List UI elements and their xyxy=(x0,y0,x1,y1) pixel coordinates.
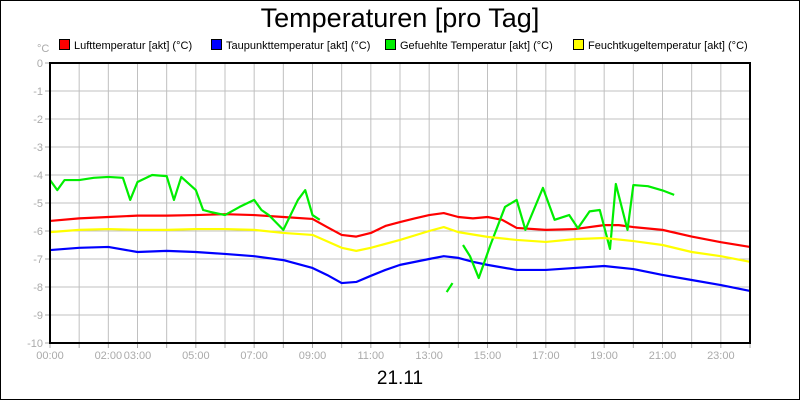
x-tick-label: 13:00 xyxy=(415,350,443,362)
y-tick-label: -5 xyxy=(33,198,43,210)
x-tick-label: 00:00 xyxy=(36,350,64,362)
series-line-1 xyxy=(49,245,751,292)
x-tick-label: 19:00 xyxy=(590,350,618,362)
plot-border xyxy=(49,62,751,344)
x-tick-label: 07:00 xyxy=(240,350,268,362)
y-tick-label: -2 xyxy=(33,114,43,126)
y-tick-label: -7 xyxy=(33,254,43,266)
y-tick-label: -8 xyxy=(33,282,43,294)
y-tick-label: -4 xyxy=(33,170,43,182)
x-tick-label: 15:00 xyxy=(474,350,502,362)
legend-swatch-yellow xyxy=(573,39,584,50)
series-line-3 xyxy=(49,225,751,263)
y-tick-label: 0 xyxy=(37,58,43,70)
legend-label: Lufttemperatur [akt] (°C) xyxy=(74,40,193,52)
legend-label: Gefuehlte Temperatur [akt] (°C) xyxy=(400,40,553,52)
y-tick-label: -1 xyxy=(33,86,43,98)
y-tick-label: -9 xyxy=(33,310,43,322)
x-tick-label: 17:00 xyxy=(532,350,560,362)
legend-swatch-blue xyxy=(211,39,222,50)
legend-item-taupunkt: Taupunkttemperatur [akt] (°C) xyxy=(211,39,370,52)
legend-item-feuchtkugel: Feuchtkugeltemperatur [akt] (°C) xyxy=(573,39,748,52)
legend-swatch-green xyxy=(385,39,396,50)
y-tick-label: -3 xyxy=(33,142,43,154)
x-tick-label: 02:00 xyxy=(95,350,123,362)
x-tick-label: 05:00 xyxy=(182,350,210,362)
series-line-2 xyxy=(49,173,321,231)
series-line-2 xyxy=(445,282,454,293)
legend-item-luft: Lufttemperatur [akt] (°C) xyxy=(59,39,192,52)
x-tick-label: 03:00 xyxy=(124,350,152,362)
chart-title: Temperaturen [pro Tag] xyxy=(260,3,540,33)
x-tick-label: 11:00 xyxy=(357,350,384,362)
series-line-2 xyxy=(462,182,675,280)
y-tick-label: -6 xyxy=(33,226,43,238)
x-tick-label: 23:00 xyxy=(707,350,735,362)
y-axis-unit: °C xyxy=(37,43,50,55)
x-tick-label: 09:00 xyxy=(299,350,327,362)
legend-swatch-red xyxy=(59,39,70,50)
x-tick-label: 21:00 xyxy=(649,350,677,362)
x-axis-label: 21.11 xyxy=(376,368,424,389)
legend-item-gefuehlt: Gefuehlte Temperatur [akt] (°C) xyxy=(385,39,553,52)
series-line-0 xyxy=(49,211,751,249)
y-tick-label: -10 xyxy=(27,338,43,350)
legend-label: Taupunkttemperatur [akt] (°C) xyxy=(226,40,371,52)
legend-label: Feuchtkugeltemperatur [akt] (°C) xyxy=(588,40,748,52)
